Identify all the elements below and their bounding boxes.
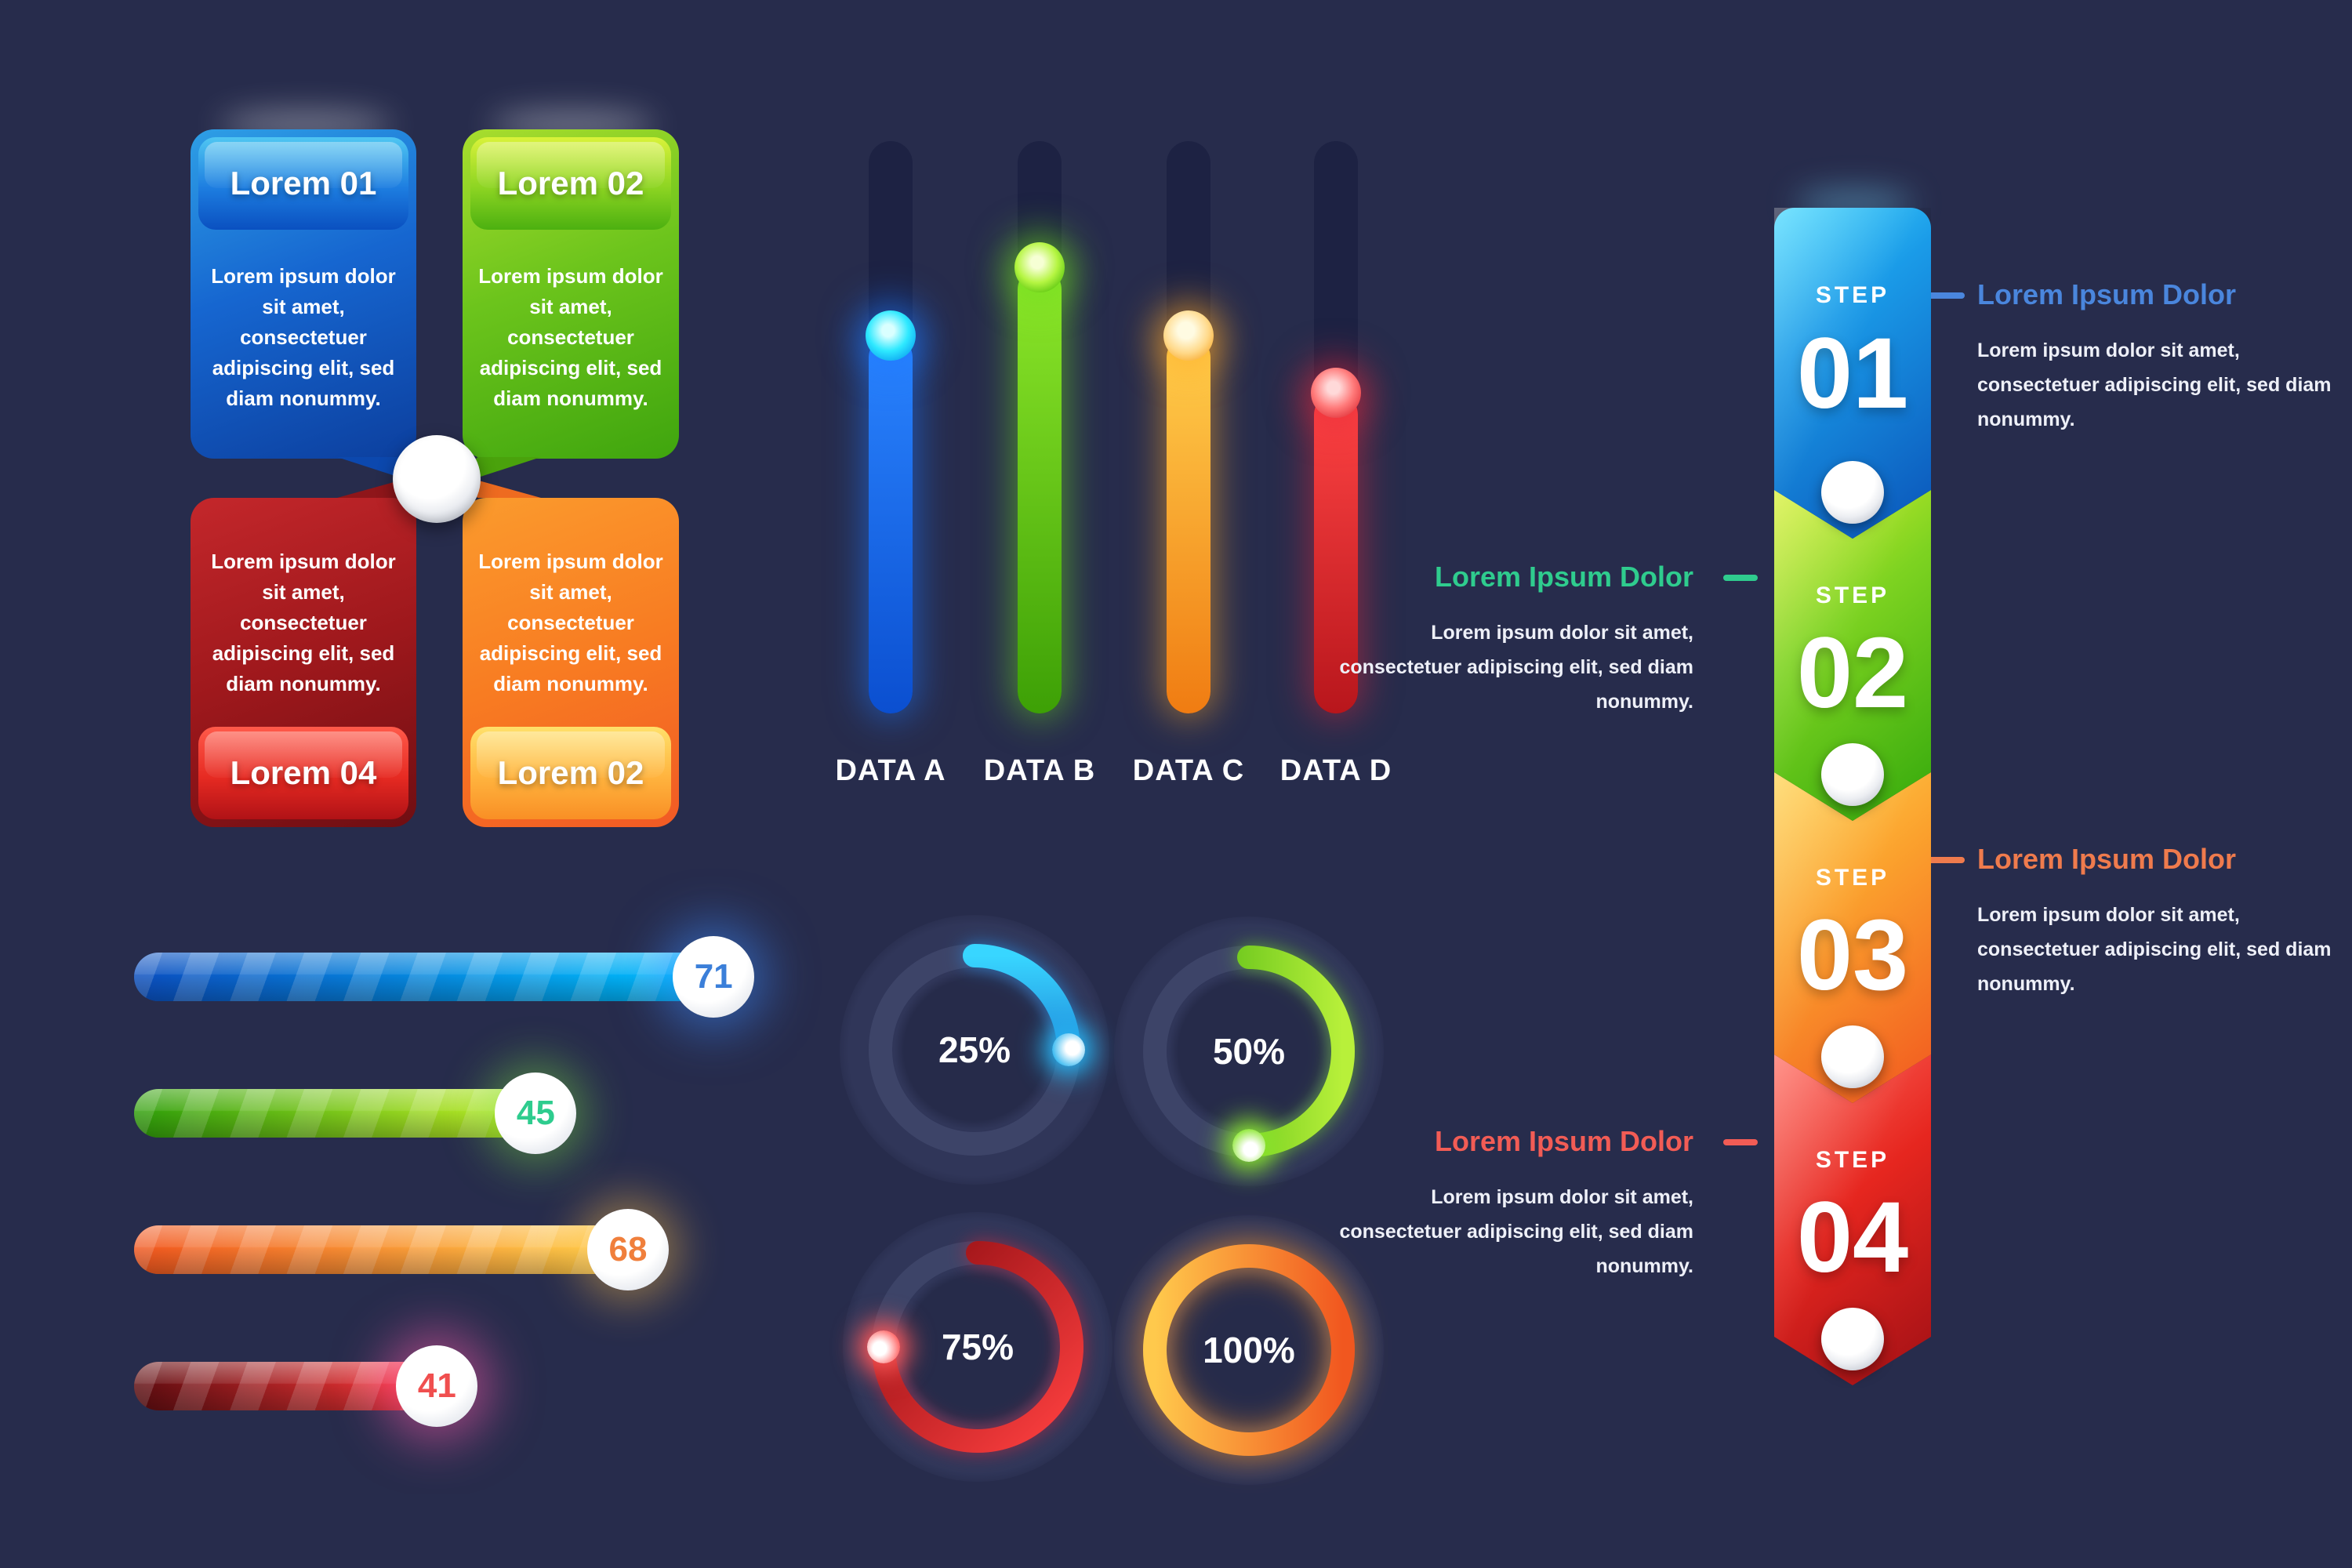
ring-percent-label: 25%	[938, 1029, 1011, 1070]
timeline-connector-dash	[1927, 292, 1965, 299]
ring-50-percent: 50%	[1114, 916, 1384, 1186]
timeline-step-heading: Lorem Ipsum Dolor	[1434, 1125, 1693, 1157]
bar-value-badge[interactable]: 45	[495, 1073, 577, 1154]
bar-fill	[134, 1225, 628, 1274]
timeline-step-body: Lorem ipsum dolor sit amet, consectetuer…	[1977, 904, 2332, 995]
slider-label-data-d: DATA D	[1279, 754, 1392, 787]
step-word: STEP	[1815, 282, 1890, 308]
card-lorem-02-bottom: Lorem ipsum dolor sit amet, consectetuer…	[463, 498, 679, 827]
ring-100-percent: 100%	[1114, 1215, 1384, 1485]
card-title: Lorem 02	[470, 137, 671, 230]
ring-percent-label: 75%	[941, 1327, 1014, 1367]
slider-knob[interactable]	[1311, 368, 1361, 419]
bar-fill	[134, 953, 714, 1001]
step-word: STEP	[1815, 1147, 1890, 1173]
step-number: 04	[1796, 1181, 1909, 1294]
slider-data-d[interactable]	[1311, 141, 1361, 713]
progress-bar-45: 45	[134, 1073, 793, 1154]
bar-value-badge[interactable]: 41	[396, 1345, 478, 1427]
slider-data-c[interactable]	[1163, 141, 1214, 713]
slider-label-data-b: DATA B	[983, 754, 1096, 787]
step-word: STEP	[1815, 865, 1890, 891]
timeline-step-heading: Lorem Ipsum Dolor	[1977, 843, 2237, 875]
card-body-text: Lorem ipsum dolor sit amet, consectetuer…	[211, 550, 396, 695]
hub-circle-icon	[393, 435, 481, 523]
slider-label-data-c: DATA C	[1132, 754, 1245, 787]
timeline-step-heading: Lorem Ipsum Dolor	[1434, 561, 1693, 593]
slider-knob[interactable]	[1163, 310, 1214, 361]
progress-bar-41: 41	[134, 1345, 793, 1427]
bar-value-badge[interactable]: 68	[587, 1209, 669, 1290]
timeline-step-body: Lorem ipsum dolor sit amet, consectetuer…	[1977, 339, 2332, 430]
slider-label-data-a: DATA A	[835, 754, 946, 787]
timeline-connector-dash	[1927, 857, 1965, 863]
ring-75-percent: 75%	[843, 1212, 1112, 1482]
slider-fill	[1314, 393, 1358, 713]
progress-bar-68: 68	[134, 1209, 793, 1290]
slider-data-a[interactable]	[866, 141, 916, 713]
timeline-pin-circle	[1821, 461, 1884, 524]
step-number: 01	[1796, 318, 1909, 430]
timeline-connector-dash	[1723, 575, 1758, 581]
card-lorem-04: Lorem ipsum dolor sit amet, consectetuer…	[191, 498, 416, 827]
bar-fill	[134, 1089, 536, 1138]
bar-value-badge[interactable]: 71	[673, 936, 755, 1018]
timeline-pin-circle	[1821, 743, 1884, 806]
timeline-step-body: Lorem ipsum dolor sit amet, consectetuer…	[1339, 1186, 1693, 1277]
card-lorem-02-top: Lorem 02 Lorem ipsum dolor sit amet, con…	[463, 129, 679, 459]
step-number: 03	[1796, 899, 1909, 1011]
slider-knob[interactable]	[1014, 241, 1065, 292]
timeline-pin-circle	[1821, 1308, 1884, 1370]
slider-fill	[869, 336, 913, 713]
step-word: STEP	[1815, 583, 1890, 608]
progress-bar-71: 71	[134, 936, 793, 1018]
card-title: Lorem 04	[198, 727, 408, 819]
card-body-text: Lorem ipsum dolor sit amet, consectetuer…	[478, 550, 663, 695]
slider-fill	[1018, 267, 1062, 713]
ring-percent-label: 100%	[1203, 1330, 1295, 1370]
card-body-text: Lorem ipsum dolor sit amet, consectetuer…	[211, 264, 396, 410]
timeline-pin-circle	[1821, 1025, 1884, 1088]
slider-fill	[1167, 336, 1210, 713]
card-body-text: Lorem ipsum dolor sit amet, consectetuer…	[478, 264, 663, 410]
slider-data-b[interactable]	[1014, 141, 1065, 713]
bar-fill	[134, 1362, 437, 1410]
slider-knob[interactable]	[866, 310, 916, 361]
card-title: Lorem 02	[470, 727, 671, 819]
timeline-step-body: Lorem ipsum dolor sit amet, consectetuer…	[1339, 622, 1693, 713]
timeline-step-heading: Lorem Ipsum Dolor	[1977, 278, 2237, 310]
ring-percent-label: 50%	[1212, 1031, 1286, 1072]
card-title: Lorem 01	[198, 137, 408, 230]
ring-25-percent: 25%	[840, 915, 1109, 1185]
step-number: 02	[1796, 617, 1909, 729]
timeline-connector-dash	[1723, 1139, 1758, 1145]
card-lorem-01: Lorem 01 Lorem ipsum dolor sit amet, con…	[191, 129, 416, 459]
